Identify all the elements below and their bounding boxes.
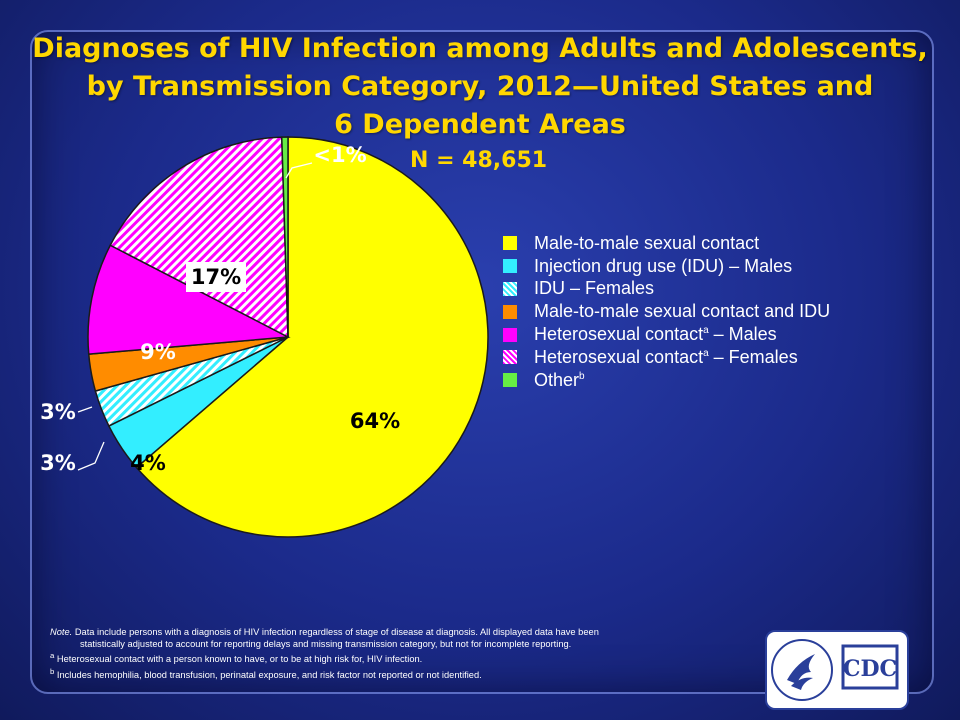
legend-label: Otherb — [534, 369, 585, 390]
title-line-2: by Transmission Category, 2012—United St… — [86, 71, 874, 102]
legend-swatch-male-to-male-sexual-contact-and-idu — [503, 304, 517, 319]
legend-footnote-mark: a — [703, 347, 709, 359]
leader-line-male-to-male-sexual-contact-and-idu — [77, 406, 93, 413]
slice-label-heterosexual-contact-males: 9% — [140, 340, 176, 364]
cdc-logo-text: CDC — [843, 656, 897, 682]
note-label: Note. — [50, 627, 73, 637]
leader-line-other — [285, 162, 313, 179]
slice-label-idu-females: 3% — [40, 451, 76, 475]
note-text: Data include persons with a diagnosis of… — [72, 627, 599, 637]
legend-footnote-mark: b — [579, 370, 585, 382]
note-text-continued: statistically adjusted to account for re… — [80, 638, 572, 649]
legend-label: Heterosexual contacta – Males — [534, 324, 777, 345]
pie-slice-male-to-male-sexual-contact — [135, 136, 489, 538]
legend-item-idu-females: IDU – Females — [503, 278, 830, 301]
cdc-logo: CDC — [765, 630, 909, 710]
pie-slices — [87, 136, 489, 538]
legend-swatch-other — [503, 373, 517, 388]
legend-footnote-mark: a — [703, 325, 709, 337]
hhs-eagle-icon: CDC — [771, 639, 899, 701]
footnote-a: a Heterosexual contact with a person kno… — [50, 650, 760, 666]
slice-label-box-heterosexual-contact-females — [186, 262, 246, 292]
note-line: Note. Data include persons with a diagno… — [50, 627, 760, 639]
pie-slice-other — [280, 136, 289, 338]
title-line-1: Diagnoses of HIV Infection among Adults … — [32, 33, 928, 64]
chart-title: Diagnoses of HIV Infection among Adults … — [0, 30, 960, 144]
legend-label: Heterosexual contacta – Females — [534, 346, 798, 367]
slice-label-injection-drug-use-idu-males: 4% — [130, 451, 166, 475]
slice-label-male-to-male-sexual-contact: 64% — [350, 409, 400, 433]
footnotes: Note. Data include persons with a diagno… — [50, 627, 760, 681]
leader-line-idu-females — [77, 441, 105, 471]
slice-label-other: <1% — [313, 143, 366, 167]
legend-label: Injection drug use (IDU) – Males — [534, 255, 793, 276]
leader-lines — [77, 162, 313, 471]
legend: Male-to-male sexual contact Injection dru… — [503, 232, 830, 392]
title-line-3: 6 Dependent Areas — [334, 109, 626, 140]
sample-size-label: N = 48,651 — [410, 148, 548, 173]
legend-swatch-heterosexual-contact-females — [503, 350, 517, 365]
slice-label-male-to-male-sexual-contact-and-idu: 3% — [40, 400, 76, 424]
footnote-b-text: Includes hemophilia, blood transfusion, … — [54, 669, 482, 680]
legend-label: Male-to-male sexual contact and IDU — [534, 301, 831, 322]
slice-label-heterosexual-contact-females: 17% — [191, 265, 241, 289]
footnote-b: b Includes hemophilia, blood transfusion… — [50, 666, 760, 682]
legend-item-male-to-male-sexual-contact: Male-to-male sexual contact — [503, 232, 830, 255]
legend-label: IDU – Females — [534, 278, 655, 299]
legend-item-injection-drug-use-idu-males: Injection drug use (IDU) – Males — [503, 255, 830, 278]
legend-item-male-to-male-sexual-contact-and-idu: Male-to-male sexual contact and IDU — [503, 300, 830, 323]
legend-label: Male-to-male sexual contact — [534, 232, 760, 253]
legend-item-heterosexual-contact-males: Heterosexual contacta – Males — [503, 323, 830, 346]
slice-labels: 64% 4% 3% 3% 9% 17% <1% — [40, 143, 400, 475]
legend-swatch-idu-females — [503, 281, 517, 296]
pie-slice-heterosexual-contact-males — [87, 244, 291, 355]
slide-frame — [30, 30, 934, 694]
legend-swatch-injection-drug-use-idu-males — [503, 259, 517, 274]
footnote-b-mark: b — [50, 666, 55, 676]
legend-item-other: Otherb — [503, 369, 830, 392]
footnote-a-text: Heterosexual contact with a person known… — [54, 654, 423, 665]
legend-swatch-heterosexual-contact-males — [503, 327, 517, 342]
legend-swatch-male-to-male-sexual-contact — [503, 236, 517, 251]
footnote-a-mark: a — [50, 651, 55, 660]
legend-item-heterosexual-contact-females: Heterosexual contacta – Females — [503, 346, 830, 369]
